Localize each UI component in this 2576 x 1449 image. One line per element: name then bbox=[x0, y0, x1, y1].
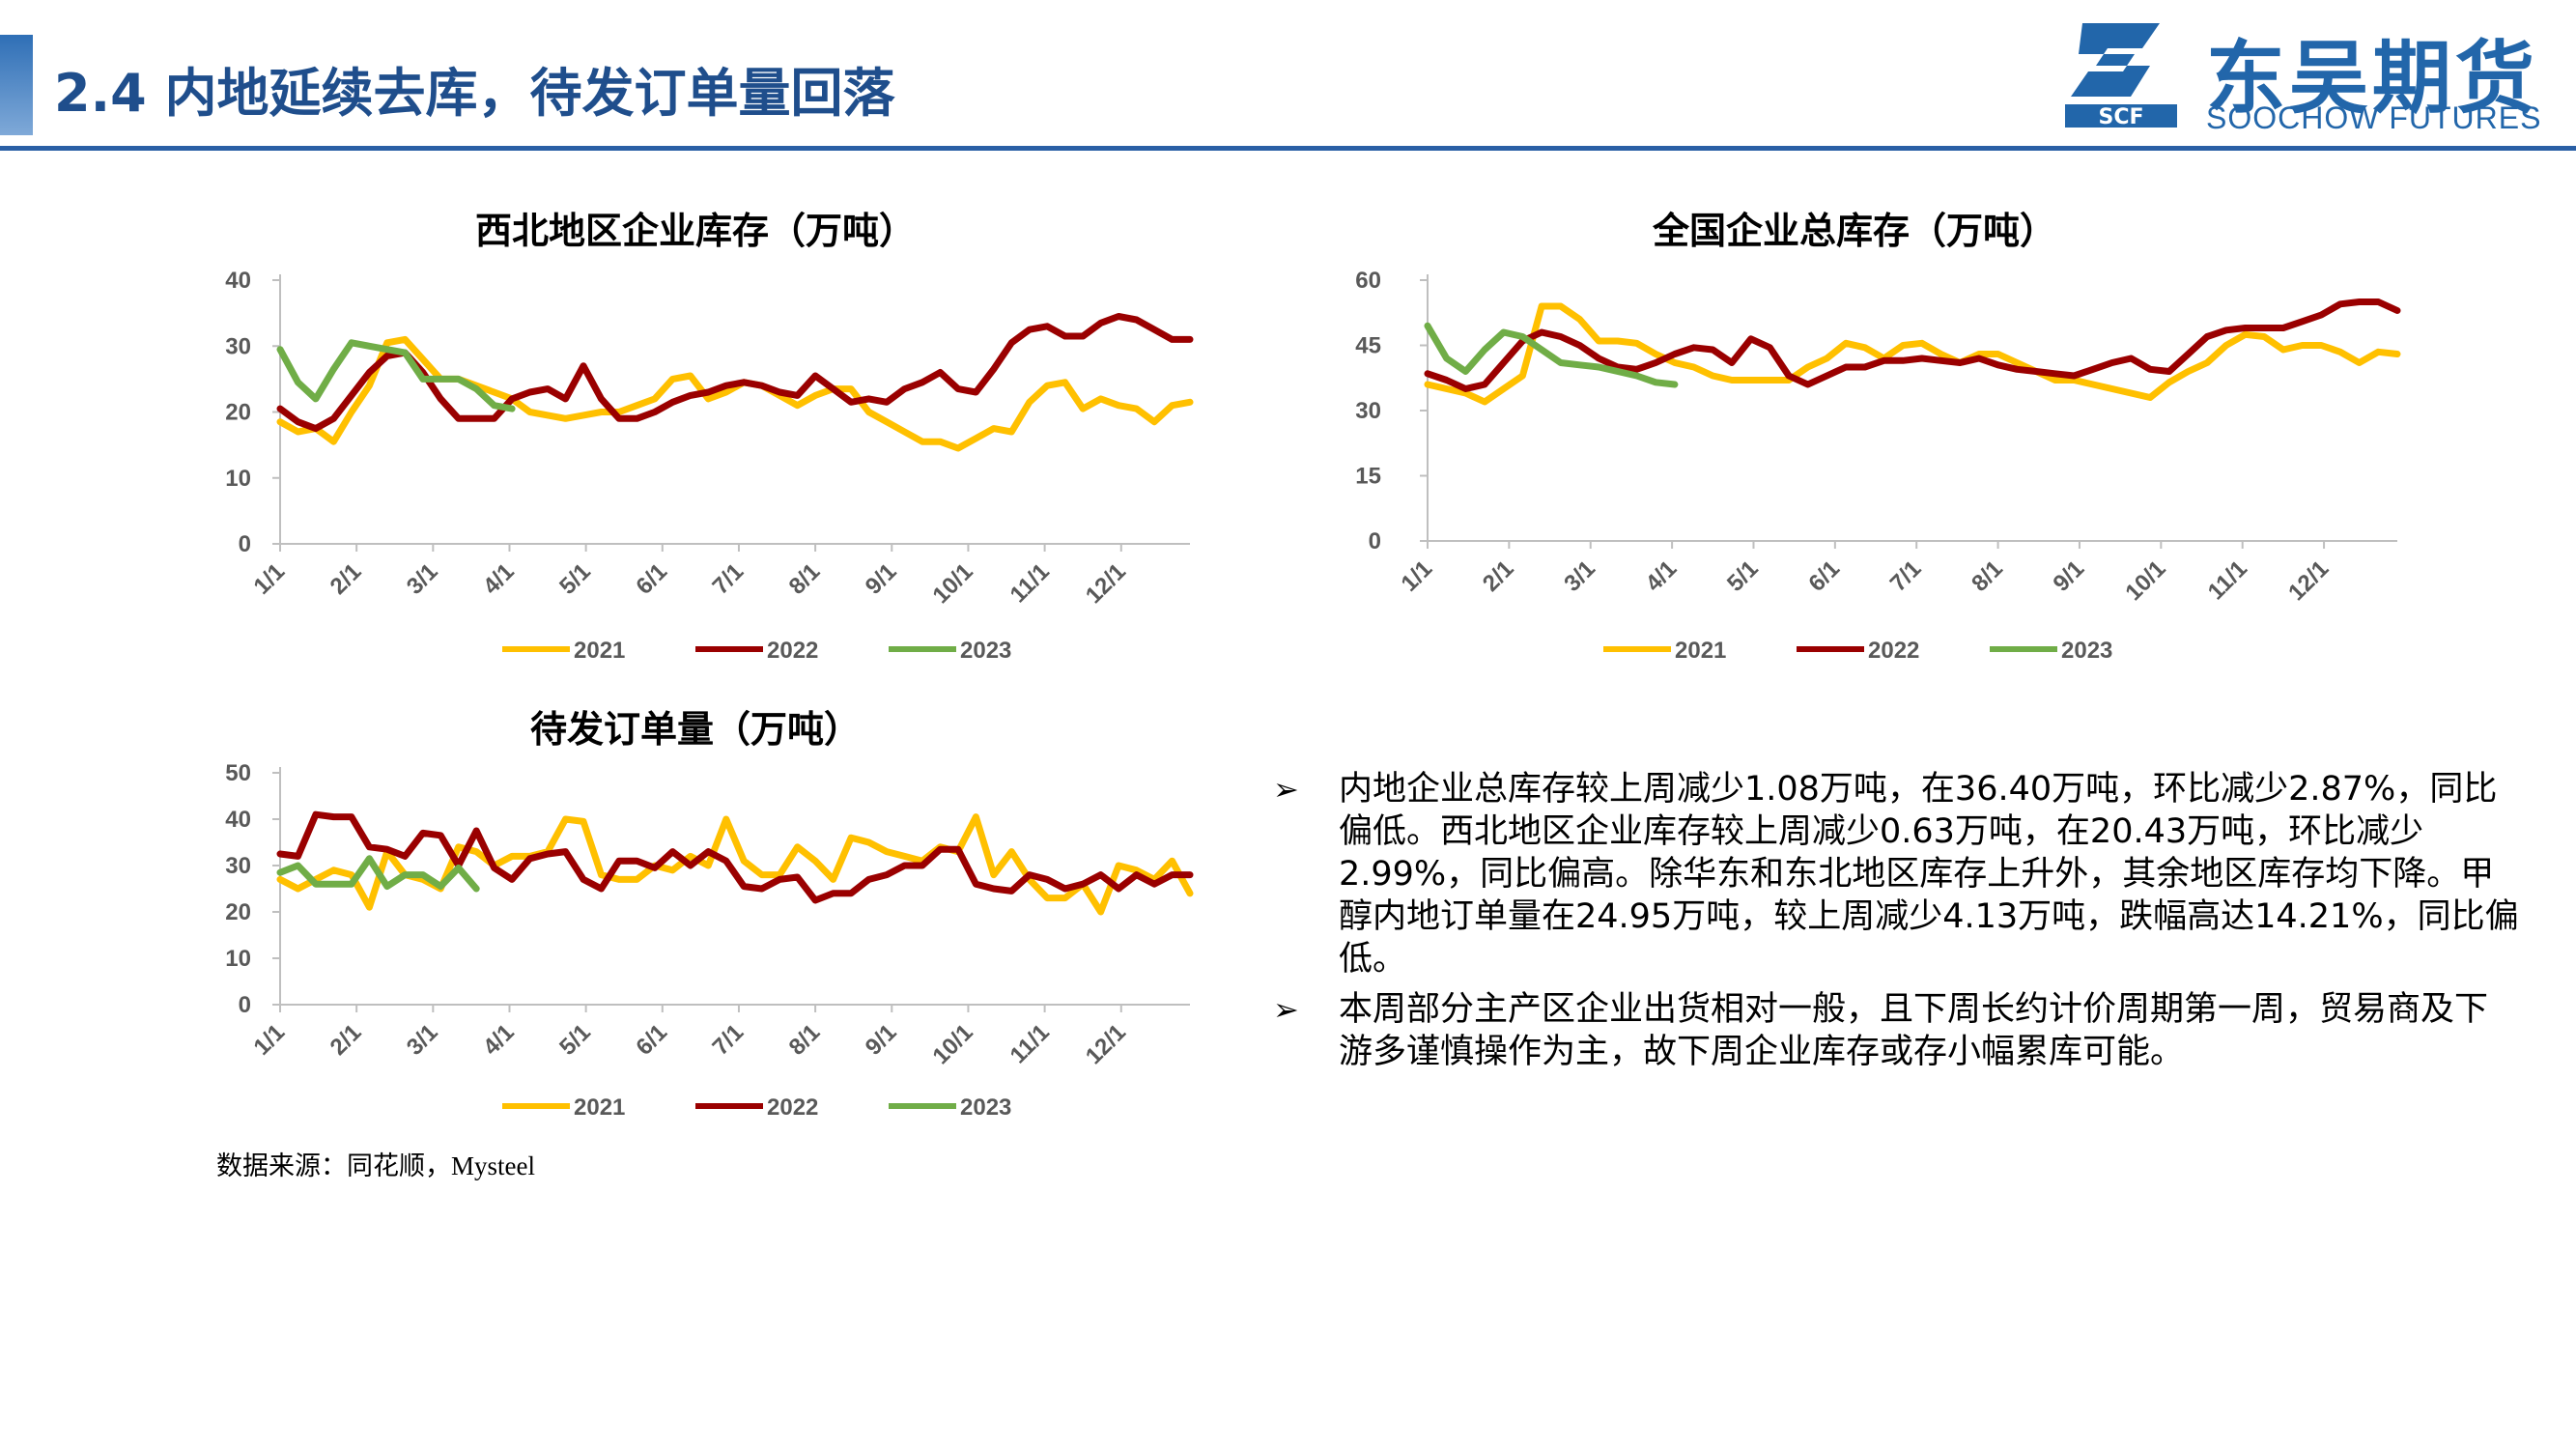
x-tick-label: 10/1 bbox=[2120, 555, 2170, 606]
logo-mark-text: SCF bbox=[2098, 105, 2143, 129]
x-tick-label: 6/1 bbox=[631, 558, 672, 600]
x-tick-label: 1/1 bbox=[249, 1019, 291, 1061]
x-tick-label: 12/1 bbox=[1081, 558, 1131, 609]
bullet-item: ➢ 本周部分主产区企业出货相对一般，且下周长约计价周期第一周，贸易商及下游多谨慎… bbox=[1273, 988, 2519, 1073]
header-divider bbox=[0, 146, 2576, 151]
data-source-note: 数据来源：同花顺，Mysteel bbox=[216, 1151, 535, 1180]
x-tick-label: 3/1 bbox=[1559, 555, 1600, 597]
bullet-arrow-icon: ➢ bbox=[1273, 771, 1299, 808]
legend-label-2022: 2022 bbox=[767, 638, 818, 664]
x-tick-label: 3/1 bbox=[402, 558, 443, 600]
y-tick-label: 50 bbox=[225, 760, 251, 786]
y-tick-label: 20 bbox=[225, 400, 251, 426]
y-tick-label: 0 bbox=[239, 992, 251, 1018]
legend-label-2021: 2021 bbox=[1675, 638, 1726, 664]
series-line-2021 bbox=[276, 335, 1194, 452]
logo-english-name: SOOCHOW FUTURES bbox=[2206, 100, 2542, 135]
y-tick-label: 0 bbox=[1369, 528, 1381, 554]
x-tick-label: 2/1 bbox=[326, 1019, 367, 1061]
x-tick-label: 9/1 bbox=[2049, 555, 2090, 597]
legend-label-2023: 2023 bbox=[960, 1094, 1011, 1121]
chart-title-orders: 待发订单量（万吨） bbox=[529, 708, 861, 751]
y-tick-label: 30 bbox=[1355, 398, 1381, 424]
x-tick-label: 4/1 bbox=[478, 558, 520, 600]
legend-label-2022: 2022 bbox=[1868, 638, 1919, 664]
x-tick-label: 8/1 bbox=[784, 1019, 826, 1061]
y-tick-label: 10 bbox=[225, 466, 251, 492]
x-tick-label: 10/1 bbox=[928, 1019, 978, 1069]
chart-title-national: 全国企业总库存（万吨） bbox=[1652, 210, 2056, 252]
x-tick-label: 12/1 bbox=[1081, 1019, 1131, 1069]
y-tick-label: 40 bbox=[225, 807, 251, 833]
x-tick-label: 1/1 bbox=[249, 558, 291, 600]
series-line-2022 bbox=[276, 810, 1194, 904]
x-tick-label: 2/1 bbox=[326, 558, 367, 600]
series-line-2022 bbox=[276, 313, 1194, 433]
y-tick-label: 20 bbox=[225, 899, 251, 925]
x-tick-label: 5/1 bbox=[554, 558, 596, 600]
y-tick-label: 30 bbox=[225, 853, 251, 879]
title-accent-bar bbox=[0, 35, 33, 135]
chart-title-northwest: 西北地区企业库存（万吨） bbox=[474, 210, 916, 252]
series-line-2023 bbox=[1424, 322, 1679, 388]
x-tick-label: 4/1 bbox=[478, 1019, 520, 1061]
x-tick-label: 10/1 bbox=[928, 558, 978, 609]
legend-label-2023: 2023 bbox=[960, 638, 1011, 664]
y-tick-label: 30 bbox=[225, 333, 251, 359]
y-tick-label: 40 bbox=[225, 268, 251, 294]
scf-logo-icon: SCF bbox=[2065, 23, 2177, 129]
x-tick-label: 3/1 bbox=[402, 1019, 443, 1061]
x-tick-label: 11/1 bbox=[1005, 558, 1055, 608]
page-title: 2.4 内地延续去库，待发订单量回落 bbox=[54, 63, 895, 124]
y-tick-label: 60 bbox=[1355, 268, 1381, 294]
company-logo: SCF 东吴期货 SOOCHOW FUTURES bbox=[2065, 14, 2567, 139]
legend-label-2021: 2021 bbox=[574, 638, 625, 664]
legend-label-2023: 2023 bbox=[2061, 638, 2112, 664]
series-line-2021 bbox=[1424, 302, 2401, 406]
x-tick-label: 9/1 bbox=[861, 1019, 902, 1061]
series-line-2021 bbox=[276, 813, 1194, 916]
series-line-2023 bbox=[276, 855, 480, 893]
x-tick-label: 5/1 bbox=[1722, 555, 1764, 597]
y-tick-label: 10 bbox=[225, 946, 251, 972]
y-tick-label: 15 bbox=[1355, 464, 1381, 490]
x-tick-label: 7/1 bbox=[1885, 555, 1927, 597]
x-tick-label: 11/1 bbox=[2203, 555, 2252, 605]
x-tick-label: 9/1 bbox=[861, 558, 902, 600]
bullet-text: 本周部分主产区企业出货相对一般，且下周长约计价周期第一周，贸易商及下游多谨慎操作… bbox=[1339, 990, 2489, 1071]
bullet-text: 内地企业总库存较上周减少1.08万吨，在36.40万吨，环比减少2.87%，同比… bbox=[1339, 770, 2519, 979]
y-tick-label: 45 bbox=[1355, 333, 1381, 359]
legend-label-2022: 2022 bbox=[767, 1094, 818, 1121]
x-tick-label: 12/1 bbox=[2283, 555, 2334, 606]
x-tick-label: 6/1 bbox=[1803, 555, 1845, 597]
x-tick-label: 6/1 bbox=[631, 1019, 672, 1061]
x-tick-label: 7/1 bbox=[708, 558, 750, 600]
x-tick-label: 2/1 bbox=[1478, 555, 1519, 597]
x-tick-label: 1/1 bbox=[1397, 555, 1438, 597]
y-tick-label: 0 bbox=[239, 531, 251, 557]
logo-chinese-name: 东吴期货 bbox=[2206, 33, 2539, 125]
analysis-bullets: ➢ 内地企业总库存较上周减少1.08万吨，在36.40万吨，环比减少2.87%，… bbox=[1273, 768, 2519, 1081]
x-tick-label: 11/1 bbox=[1005, 1019, 1055, 1068]
bullet-item: ➢ 内地企业总库存较上周减少1.08万吨，在36.40万吨，环比减少2.87%，… bbox=[1273, 768, 2519, 980]
x-tick-label: 4/1 bbox=[1641, 555, 1683, 597]
series-line-2023 bbox=[276, 339, 516, 412]
x-tick-label: 8/1 bbox=[1967, 555, 2008, 597]
series-line-2022 bbox=[1424, 298, 2401, 392]
legend-label-2021: 2021 bbox=[574, 1094, 625, 1121]
x-tick-label: 8/1 bbox=[784, 558, 826, 600]
bullet-arrow-icon: ➢ bbox=[1273, 991, 1299, 1028]
x-tick-label: 5/1 bbox=[554, 1019, 596, 1061]
x-tick-label: 7/1 bbox=[708, 1019, 750, 1061]
